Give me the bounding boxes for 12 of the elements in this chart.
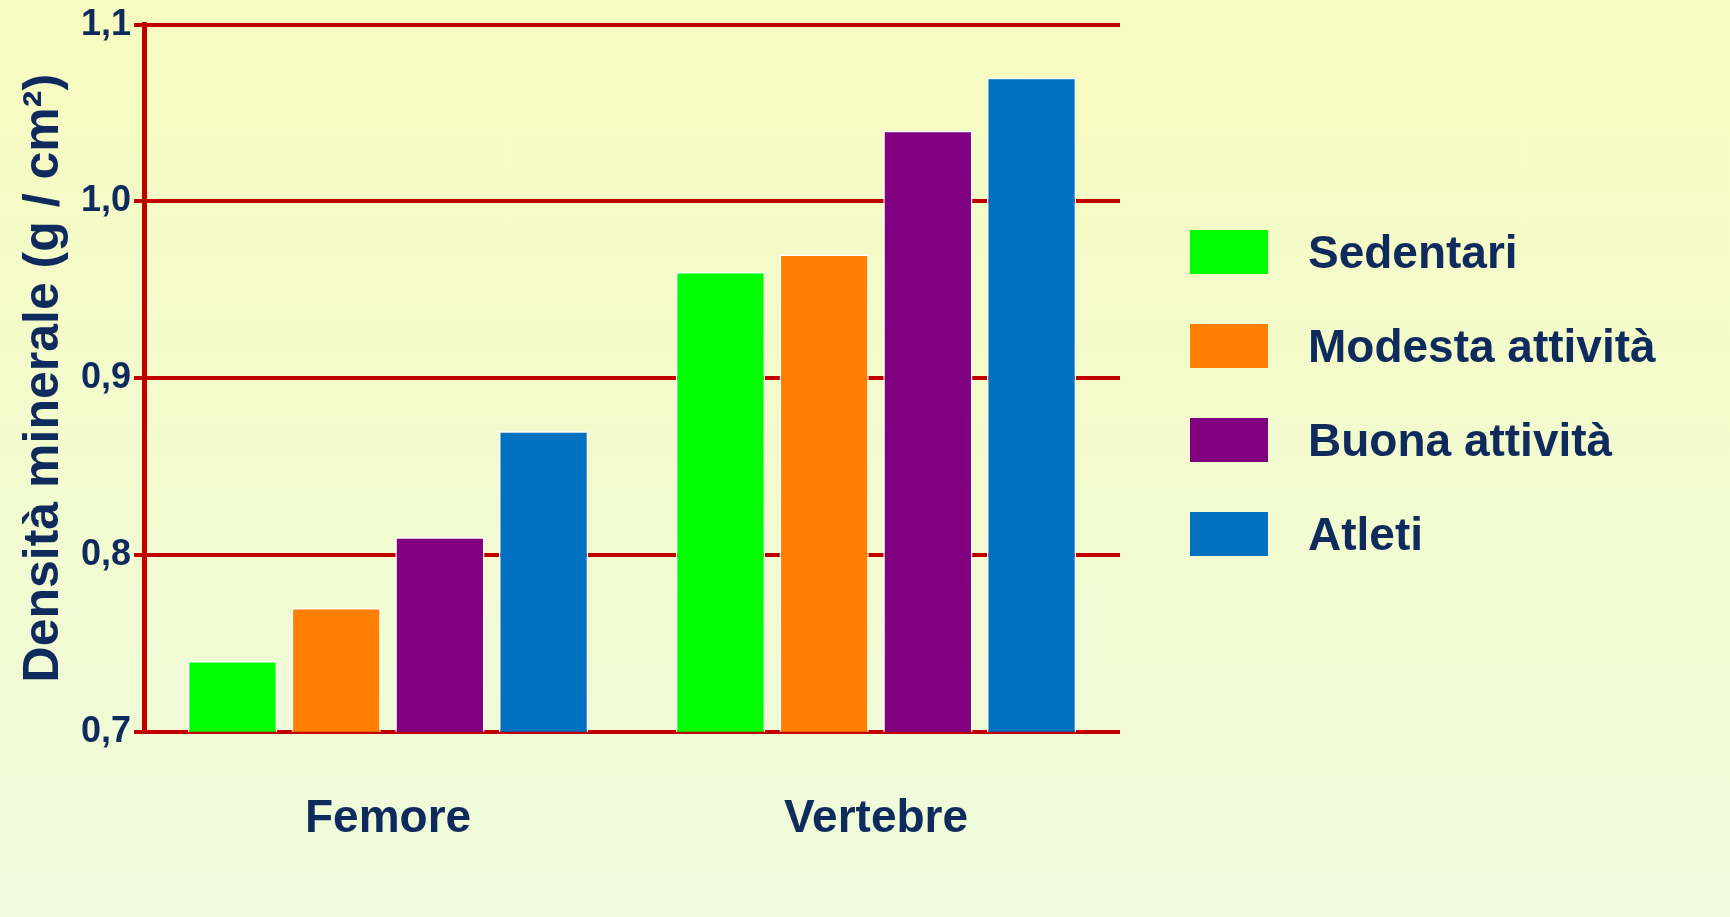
x-tick-label: Femore: [304, 790, 472, 843]
y-tick-label: 1,1: [81, 1, 132, 43]
y-tick-label: 0,7: [81, 708, 132, 750]
x-tick-label: Vertebre: [783, 790, 969, 843]
legend-label: Buona attività: [1308, 413, 1613, 467]
y-axis-title: Densità minerale (g / cm²): [12, 73, 69, 683]
legend-label: Atleti: [1308, 507, 1423, 561]
legend-label: Sedentari: [1308, 225, 1518, 279]
y-tick-label: 0,8: [81, 531, 132, 573]
legend-label: Modesta attività: [1308, 319, 1656, 373]
y-tick-label: 0,9: [81, 355, 132, 397]
y-tick-label: 1,0: [81, 178, 132, 220]
